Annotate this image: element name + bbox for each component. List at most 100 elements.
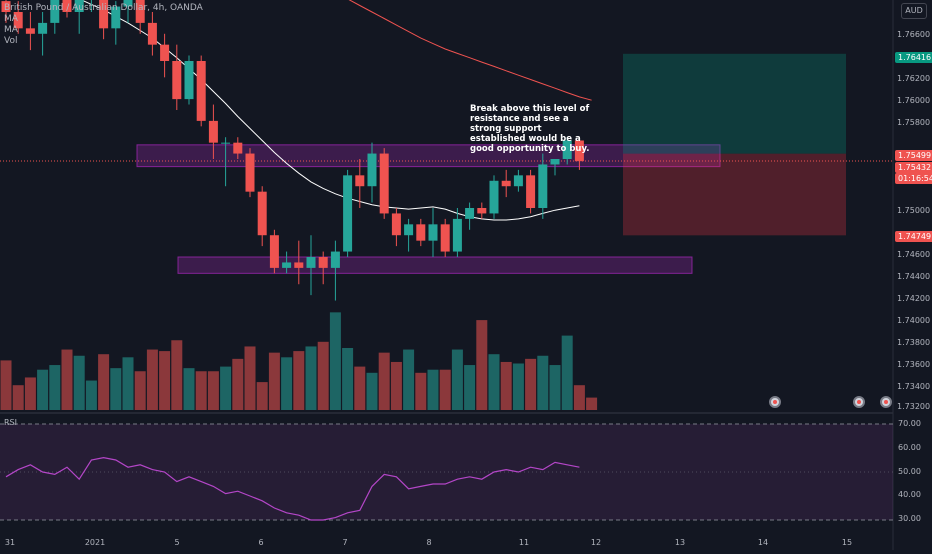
stop-price-tag: 1.74749 — [895, 231, 932, 242]
volume-bar — [195, 371, 207, 410]
candle-body — [574, 140, 584, 162]
volume-bar — [427, 369, 439, 410]
volume-bar — [305, 346, 317, 410]
rsi-pane-label[interactable]: RSI — [4, 418, 17, 427]
volume-bar — [525, 358, 537, 410]
volume-bar — [439, 369, 451, 410]
candle-body — [538, 164, 548, 208]
volume-bar — [415, 372, 427, 410]
candle-body — [196, 61, 206, 121]
volume-bar — [537, 355, 549, 410]
volume-bar — [268, 352, 280, 410]
indicator-ma-2[interactable]: MA — [4, 25, 18, 35]
rsi-tick: 70.00 — [898, 419, 921, 428]
date-label: 6 — [258, 538, 264, 547]
indicator-ma-1[interactable]: MA — [4, 14, 18, 24]
currency-button[interactable]: AUD — [901, 3, 927, 19]
date-label: 5 — [174, 538, 180, 547]
candle-body — [111, 6, 121, 29]
position-stop-zone — [623, 153, 846, 236]
candle-body — [343, 175, 353, 252]
candle-body — [391, 213, 401, 236]
position-target-zone — [623, 53, 846, 154]
candle-body — [318, 257, 328, 268]
target-price-tag: 1.76416 — [895, 52, 932, 63]
volume-bar — [232, 358, 244, 410]
chart-legend: British Pound / Australian Dollar, 4h, O… — [4, 3, 203, 47]
candle-body — [1, 1, 11, 12]
candle-body — [501, 180, 511, 187]
trade-annotation-text[interactable]: Break above this level of resistance and… — [470, 104, 590, 154]
candle-body — [416, 224, 426, 241]
candle-body — [379, 153, 389, 214]
volume-bar — [244, 346, 256, 410]
economic-event-icon[interactable] — [880, 396, 892, 408]
rsi-tick: 60.00 — [898, 443, 921, 452]
candle-body — [330, 251, 340, 268]
candle-body — [294, 262, 304, 268]
candle-body — [62, 0, 72, 13]
rsi-tick: 40.00 — [898, 490, 921, 499]
volume-bar — [403, 349, 415, 410]
volume-bar — [561, 335, 573, 410]
volume-bar — [171, 340, 183, 410]
price-tick: 1.76000 — [897, 96, 931, 105]
volume-bar — [24, 377, 36, 410]
candle-body — [282, 262, 292, 268]
candle-body — [306, 257, 316, 268]
volume-bar — [37, 369, 49, 410]
volume-bar — [586, 397, 598, 410]
candle-body — [367, 153, 377, 187]
candle-body — [550, 159, 560, 165]
date-label: 11 — [518, 538, 530, 547]
candle-body — [74, 0, 84, 13]
rsi-tick: 50.00 — [898, 467, 921, 476]
volume-bar — [61, 349, 73, 410]
date-label: 8 — [426, 538, 432, 547]
volume-bar — [159, 351, 171, 410]
candle-body — [245, 153, 255, 192]
date-label: 15 — [841, 538, 853, 547]
candle-body — [147, 22, 157, 45]
volume-bar — [73, 355, 85, 410]
volume-bar — [366, 372, 378, 410]
volume-bar — [134, 371, 146, 410]
volume-bar — [549, 365, 561, 410]
economic-event-icon[interactable] — [769, 396, 781, 408]
volume-bar — [329, 312, 341, 410]
price-tick: 1.73200 — [897, 402, 931, 411]
economic-event-icon[interactable] — [853, 396, 865, 408]
candle-body — [99, 0, 109, 29]
price-tick: 1.74200 — [897, 294, 931, 303]
candle-body — [355, 175, 365, 187]
rsi-band — [0, 424, 893, 520]
support-zone — [177, 256, 693, 274]
bar-countdown-tag: 01:16:54 — [895, 173, 932, 184]
price-tick: 1.76600 — [897, 30, 931, 39]
price-tick: 1.75000 — [897, 206, 931, 215]
rsi-tick: 30.00 — [898, 514, 921, 523]
volume-bar — [122, 357, 134, 410]
date-label: 2021 — [84, 538, 106, 547]
volume-bar — [378, 352, 390, 410]
volume-bar — [110, 368, 122, 410]
symbol-title[interactable]: British Pound / Australian Dollar, 4h, O… — [4, 3, 203, 13]
price-tick: 1.73600 — [897, 360, 931, 369]
candle-body — [465, 208, 475, 219]
candle-body — [160, 44, 170, 61]
volume-bar — [317, 341, 329, 410]
volume-bar — [512, 363, 524, 410]
volume-bar — [390, 361, 402, 410]
price-tick: 1.76200 — [897, 74, 931, 83]
candle-body — [489, 180, 499, 214]
ma-slow-line — [348, 0, 592, 101]
candle-body — [13, 12, 23, 29]
indicator-volume[interactable]: Vol — [4, 36, 18, 46]
candle-body — [38, 22, 48, 34]
date-label: 12 — [590, 538, 602, 547]
volume-bar — [293, 351, 305, 410]
candle-body — [25, 28, 35, 34]
